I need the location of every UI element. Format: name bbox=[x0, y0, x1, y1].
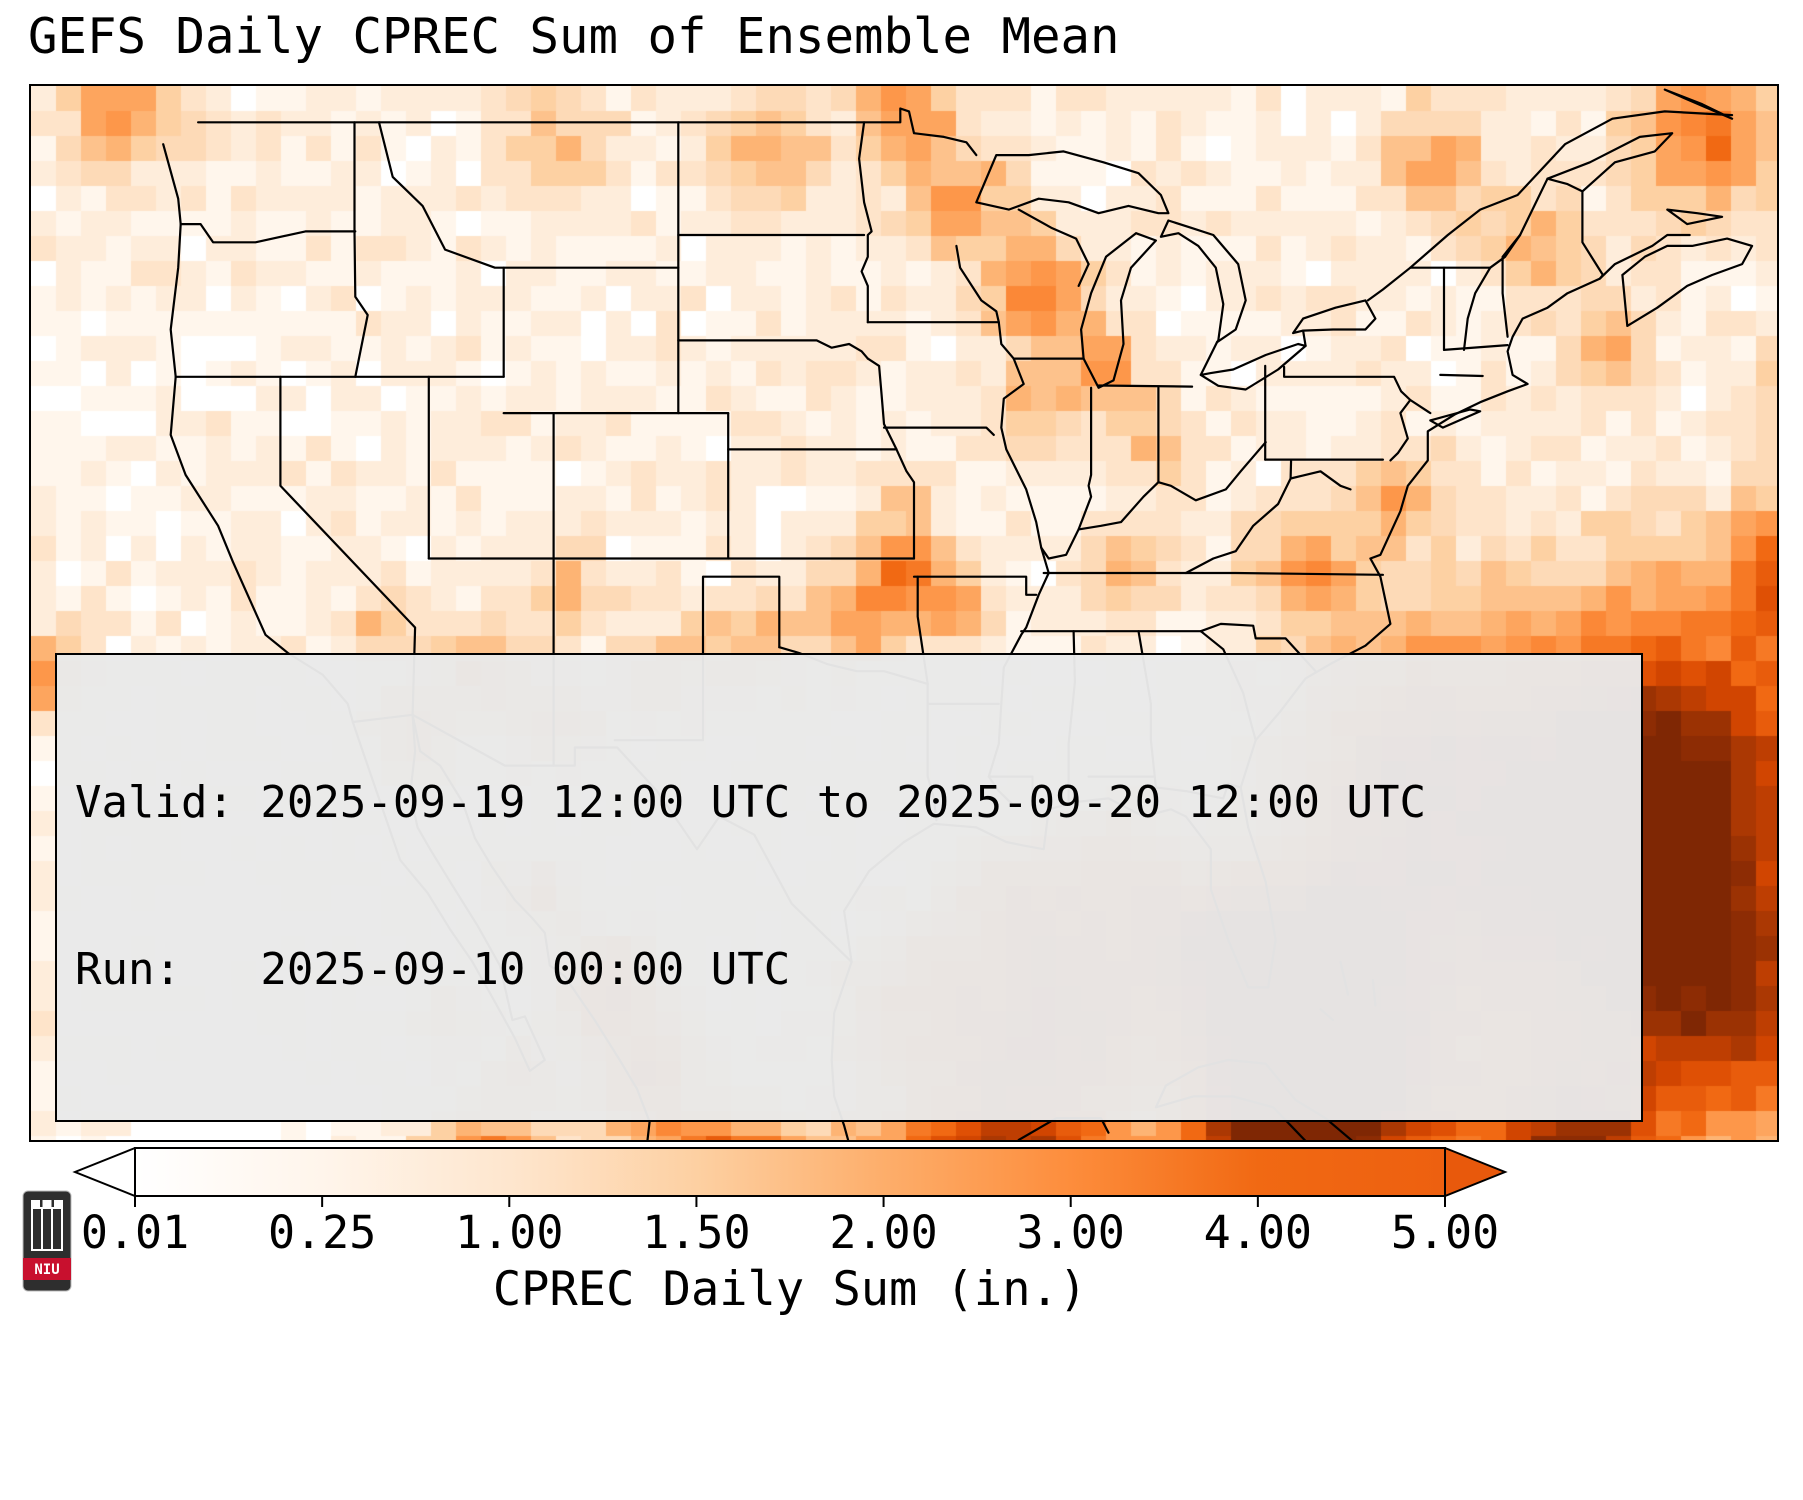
boundary-line bbox=[1184, 477, 1292, 575]
colorbar-tick-label: 4.00 bbox=[1203, 1206, 1313, 1259]
page-title: GEFS Daily CPREC Sum of Ensemble Mean bbox=[28, 8, 1120, 65]
boundary-line bbox=[1663, 88, 1734, 120]
boundary-line bbox=[377, 121, 505, 378]
colorbar-tick-marks bbox=[134, 1196, 1446, 1207]
boundary-line bbox=[858, 121, 873, 324]
boundary-line bbox=[1077, 386, 1093, 531]
boundary-line bbox=[1097, 384, 1194, 388]
boundary-line bbox=[1042, 571, 1384, 576]
boundary-line bbox=[1077, 263, 1090, 287]
boundary-line bbox=[882, 426, 995, 436]
niu-logo-text: NIU bbox=[34, 1262, 59, 1278]
boundary-line bbox=[179, 223, 357, 244]
colorbar-tick-label: 1.50 bbox=[642, 1206, 751, 1259]
boundary-line bbox=[1598, 233, 1691, 280]
boundary-line bbox=[866, 357, 916, 560]
validity-info-box: Valid: 2025-09-19 12:00 UTC to 2025-09-2… bbox=[55, 653, 1643, 1122]
colorbar-tick-label: 2.00 bbox=[829, 1206, 938, 1259]
boundary-line bbox=[975, 150, 1170, 215]
boundary-line bbox=[1546, 132, 1674, 193]
boundary-line bbox=[197, 107, 978, 157]
boundary-line bbox=[1442, 344, 1509, 351]
run-time-text: Run: 2025-09-10 00:00 UTC bbox=[75, 944, 791, 996]
boundary-line bbox=[1366, 177, 1604, 302]
colorbar-over-arrow bbox=[1444, 1147, 1508, 1198]
boundary-line bbox=[1199, 622, 1317, 673]
boundary-line bbox=[1199, 341, 1219, 376]
colorbar-gradient-bar bbox=[134, 1147, 1446, 1197]
boundary-line bbox=[1439, 373, 1484, 378]
boundary-line bbox=[677, 339, 869, 360]
castle-icon bbox=[31, 1200, 63, 1251]
boundary-line bbox=[1283, 365, 1432, 415]
boundary-line bbox=[1159, 219, 1247, 344]
boundary-line bbox=[1292, 299, 1377, 335]
colorbar bbox=[72, 1147, 1508, 1207]
colorbar-tick-label: 3.00 bbox=[1016, 1206, 1125, 1259]
niu-logo: NIU bbox=[22, 1190, 72, 1292]
colorbar-tick-label: 5.00 bbox=[1390, 1206, 1500, 1259]
boundary-line bbox=[1289, 458, 1352, 491]
boundary-line bbox=[1666, 208, 1724, 226]
boundary-line bbox=[912, 575, 1038, 596]
colorbar-under-arrow bbox=[72, 1147, 136, 1198]
colorbar-tick-label: 0.01 bbox=[80, 1206, 190, 1259]
boundary-line bbox=[1621, 237, 1754, 327]
boundary-line bbox=[1199, 342, 1307, 391]
colorbar-title: CPREC Daily Sum (in.) bbox=[492, 1262, 1088, 1317]
boundary-line bbox=[1429, 408, 1482, 429]
colorbar-tick-label: 0.25 bbox=[267, 1206, 377, 1259]
boundary-line bbox=[1462, 266, 1492, 351]
boundary-line bbox=[1040, 441, 1267, 560]
boundary-line bbox=[1501, 233, 1522, 338]
colorbar-tick-label: 1.00 bbox=[455, 1206, 564, 1259]
valid-range-text: Valid: 2025-09-19 12:00 UTC to 2025-09-2… bbox=[75, 776, 1427, 828]
boundary-line bbox=[1302, 329, 1307, 347]
boundary-line bbox=[1017, 208, 1090, 266]
boundary-line bbox=[1080, 232, 1157, 389]
precip-map: Valid: 2025-09-19 12:00 UTC to 2025-09-2… bbox=[29, 84, 1779, 1142]
boundary-line bbox=[702, 575, 781, 649]
boundary-line bbox=[353, 121, 369, 378]
boundary-line bbox=[1409, 110, 1734, 269]
boundary-line bbox=[1389, 398, 1412, 462]
